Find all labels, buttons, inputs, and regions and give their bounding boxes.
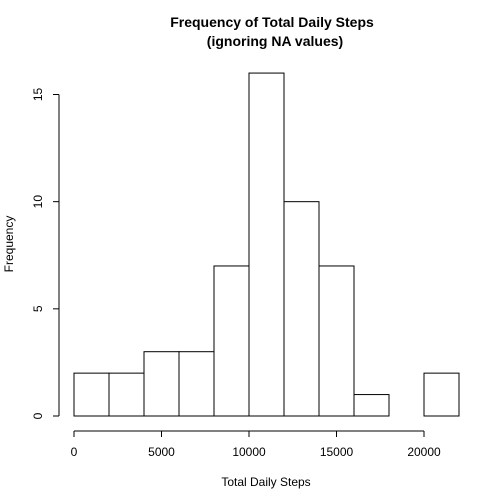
histogram-bar: [73, 372, 110, 417]
chart-title: Frequency of Total Daily Steps: [170, 14, 374, 30]
y-tick-label: 10: [31, 195, 45, 209]
x-tick-label: 15000: [320, 445, 354, 459]
histogram-bar: [108, 372, 145, 417]
chart-subtitle: (ignoring NA values): [207, 33, 343, 49]
x-axis-label: Total Daily Steps: [221, 475, 310, 489]
histogram-bar: [283, 201, 320, 417]
y-tick-label: 5: [31, 305, 45, 312]
histogram-bar: [213, 265, 250, 417]
y-axis: 0 5 10 15: [31, 88, 60, 419]
y-tick-label: 15: [31, 88, 45, 102]
histogram-bar: [423, 372, 460, 417]
y-tick-label: 0: [31, 412, 45, 419]
y-axis-label: Frequency: [2, 216, 16, 273]
histogram-bar: [353, 394, 390, 417]
histogram-bar: [178, 351, 215, 417]
x-axis: 0 5000 10000 15000 20000: [71, 430, 441, 459]
x-tick-label: 20000: [407, 445, 441, 459]
x-tick-label: 0: [71, 445, 78, 459]
x-tick-label: 5000: [148, 445, 175, 459]
x-tick-label: 10000: [232, 445, 266, 459]
histogram-bar: [248, 72, 285, 417]
histogram-bar: [318, 265, 355, 417]
bars-group: [73, 72, 460, 417]
histogram-bar: [143, 351, 180, 417]
